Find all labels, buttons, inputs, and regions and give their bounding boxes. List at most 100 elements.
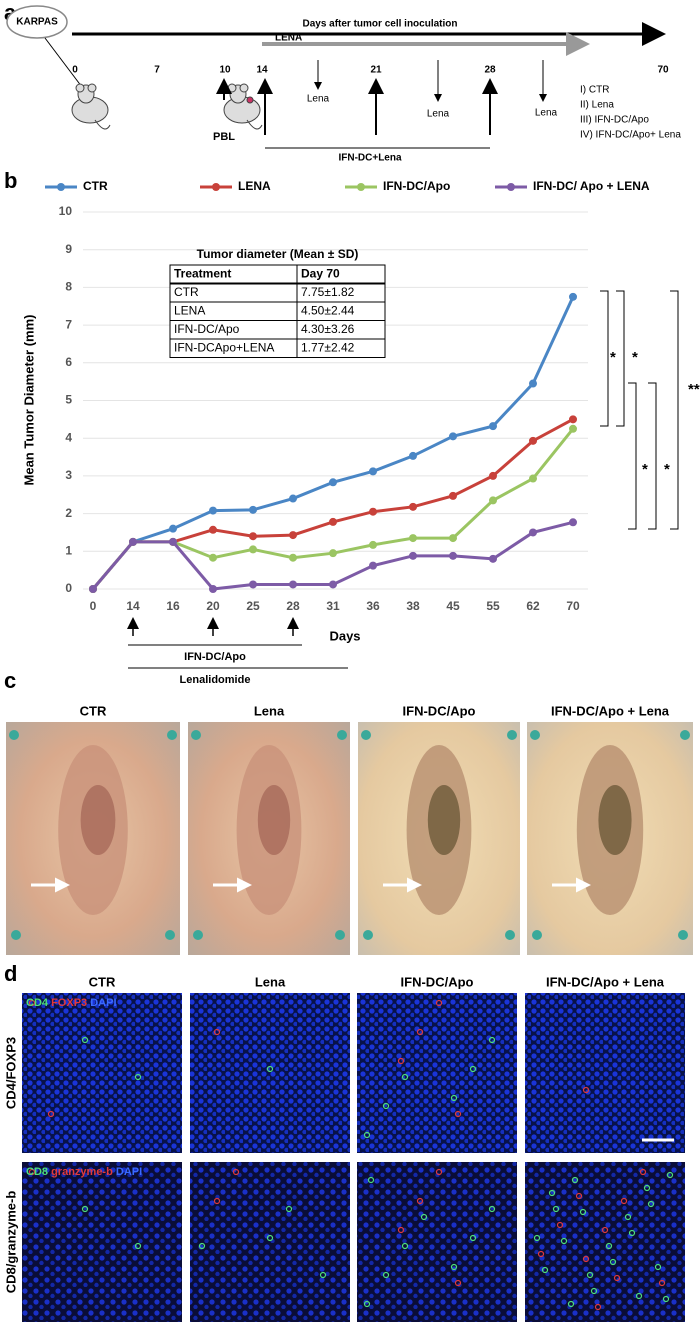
y-tick-label: 4	[65, 430, 72, 444]
cell-signal	[654, 1263, 662, 1271]
needle	[167, 730, 177, 740]
column-title: IFN-DC/Apo	[401, 974, 474, 989]
pbl-label: PBL	[213, 131, 235, 143]
group: I) CTR	[580, 85, 609, 96]
legend-label: LENA	[238, 179, 271, 193]
data-point	[569, 415, 577, 424]
cell-signal	[548, 1189, 556, 1197]
cell-signal	[47, 1110, 55, 1118]
legend-swatch	[212, 183, 220, 191]
stain-name: CD4	[26, 997, 49, 1009]
cell-signal	[643, 1184, 651, 1192]
data-point	[369, 507, 377, 516]
cell-signal	[533, 1234, 541, 1242]
x-tick-label: 55	[486, 599, 500, 613]
data-point	[209, 506, 217, 515]
stain-name: CD8	[26, 1166, 48, 1178]
mouse	[223, 83, 263, 130]
photo-organ	[80, 785, 116, 855]
significance: *	[610, 349, 616, 366]
data-point	[369, 561, 377, 570]
data-point	[249, 505, 257, 514]
data-point	[569, 518, 577, 527]
cell-signal	[582, 1255, 590, 1263]
cell-signal	[469, 1234, 477, 1242]
table-cell: IFN-DCApo+LENA	[174, 340, 274, 354]
data-point	[409, 534, 417, 543]
data-point	[449, 551, 457, 560]
y-tick-label: 7	[65, 317, 72, 331]
photo-organ	[598, 785, 632, 855]
photo-title: Lena	[254, 703, 285, 718]
table-cell: CTR	[174, 285, 199, 299]
cell-signal	[134, 1073, 142, 1081]
legend-swatch	[57, 183, 65, 191]
needle	[193, 930, 203, 940]
cell-signal	[420, 1213, 428, 1221]
bracket	[628, 382, 637, 530]
needle	[363, 930, 373, 940]
table-title: Tumor diameter (Mean ± SD)	[197, 247, 359, 261]
needle	[165, 930, 175, 940]
cell-signal	[628, 1229, 636, 1237]
cell-signal	[450, 1094, 458, 1102]
x-tick-label: 36	[366, 599, 380, 613]
series-line	[91, 418, 574, 590]
photo-organ	[257, 785, 291, 855]
y-tick-label: 1	[65, 543, 72, 557]
series-line	[91, 427, 575, 590]
cell-signal	[382, 1271, 390, 1279]
lena-arrows	[314, 60, 547, 102]
data-point	[489, 471, 497, 480]
significance: *	[664, 461, 670, 478]
table-cell: 4.50±2.44	[301, 303, 355, 317]
x-tick-label: 45	[446, 599, 460, 613]
y-tick-label: 10	[59, 204, 73, 218]
cell-signal	[450, 1263, 458, 1271]
cell-signal	[81, 1205, 89, 1213]
day-tick: 7	[154, 65, 160, 76]
treatment-label: IFN-DC+Lena	[338, 153, 402, 164]
data-point	[529, 528, 537, 537]
photo-title: IFN-DC/Apo + Lena	[551, 703, 670, 718]
group: IV) IFN-DC/Apo+ Lena	[580, 130, 681, 141]
needle	[505, 930, 515, 940]
cell-signal	[382, 1102, 390, 1110]
lena-dose: Lena	[535, 108, 558, 119]
data-point	[449, 491, 457, 500]
table-cell: IFN-DC/Apo	[174, 322, 240, 336]
legend-label: IFN-DC/ Apo + LENA	[533, 179, 650, 193]
micrograph	[525, 1162, 685, 1322]
data-point	[169, 524, 177, 533]
cell-signal	[285, 1205, 293, 1213]
x-tick-label: 20	[206, 599, 220, 613]
cell-signal	[134, 1242, 142, 1250]
stain-name: DAPI	[90, 997, 116, 1009]
data-point	[329, 517, 337, 526]
karpas-label: KARPAS	[16, 17, 58, 28]
lena-dose: Lena	[307, 94, 330, 105]
cell-signal	[537, 1250, 545, 1258]
legend-label: CTR	[83, 179, 108, 193]
x-tick-label: 38	[406, 599, 420, 613]
cell-signal	[594, 1303, 602, 1311]
needle	[678, 930, 688, 940]
x-axis-label: Days	[329, 628, 360, 643]
micrograph	[190, 1162, 350, 1322]
micrograph	[357, 1162, 517, 1322]
significance: **	[688, 381, 700, 398]
table-header: Treatment	[174, 266, 231, 280]
needle	[507, 730, 517, 740]
data-point	[489, 496, 497, 505]
data-point	[289, 553, 297, 562]
cell-signal	[575, 1192, 583, 1200]
legend-swatch	[507, 183, 515, 191]
needle	[532, 930, 542, 940]
photo-title: IFN-DC/Apo	[403, 703, 476, 718]
significance: *	[632, 349, 638, 366]
x-tick-label: 31	[326, 599, 340, 613]
panel-label: c	[4, 668, 16, 693]
micrograph	[525, 993, 685, 1153]
cell-signal	[363, 1131, 371, 1139]
data-point	[569, 292, 577, 301]
